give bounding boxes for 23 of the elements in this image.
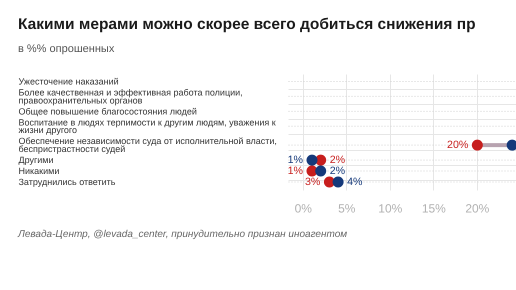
text: Левада-Центр, @levada_center, принудительно признан иноагентом	[18, 228, 348, 242]
x-tick-label: 15%	[422, 202, 446, 216]
y-tick-label: Ужесточение наказаний	[18, 76, 119, 86]
chart-title: Какими мерами можно скорее всего добиться снижения пр	[18, 15, 476, 35]
y-tick-label: Общее повышение благосостояния людей	[18, 106, 197, 116]
data-label: 3%	[305, 176, 321, 188]
y-tick-label: Затруднились ответить	[18, 177, 116, 187]
text: в %% опрошенных	[18, 42, 114, 57]
data-label: 20%	[447, 139, 469, 152]
data-label: 1%	[288, 165, 304, 178]
y-tick-label: Более качественная и эффективная работа полиции, правоохранительных органов	[18, 87, 243, 106]
x-tick-label: 0%	[294, 202, 312, 216]
y-tick-label: Никакими	[18, 166, 60, 176]
x-tick-label: 10%	[378, 202, 403, 216]
data-label: 4%	[347, 176, 364, 188]
y-tick-label: Обеспечение независимости суда от исполнительной власти, беспристрастности судей	[18, 136, 277, 154]
x-tick-label: 5%	[338, 202, 356, 216]
data-label: 2%	[330, 165, 346, 178]
x-tick-label: 20%	[465, 202, 490, 216]
y-tick-label: Другими	[18, 155, 54, 166]
data-label: 2%	[330, 154, 346, 166]
y-tick-label: Воспитание в людях терпимости к другим людям, уважения к жизни другого	[18, 117, 276, 136]
data-label: 1%	[288, 154, 304, 166]
